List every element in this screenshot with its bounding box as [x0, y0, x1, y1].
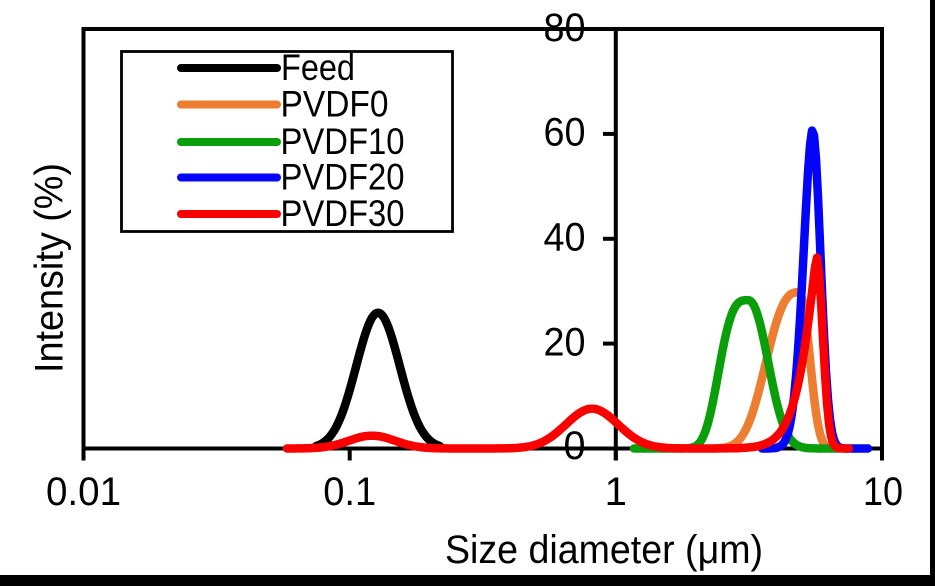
svg-text:20: 20: [544, 321, 586, 365]
svg-text:0: 0: [564, 424, 586, 468]
svg-text:Intensity (%): Intensity (%): [28, 163, 72, 373]
svg-text:80: 80: [544, 6, 586, 50]
svg-text:1: 1: [605, 470, 627, 514]
svg-text:PVDF0: PVDF0: [281, 83, 389, 124]
svg-text:60: 60: [544, 111, 586, 155]
svg-text:PVDF10: PVDF10: [281, 121, 405, 162]
svg-text:PVDF20: PVDF20: [281, 156, 405, 197]
svg-text:PVDF30: PVDF30: [281, 193, 405, 234]
svg-text:40: 40: [544, 216, 586, 260]
svg-text:Feed: Feed: [281, 47, 355, 88]
svg-text:10: 10: [863, 470, 903, 514]
svg-text:Size diameter (μm): Size diameter (μm): [445, 528, 763, 572]
svg-text:0.01: 0.01: [46, 470, 121, 514]
svg-text:0.1: 0.1: [323, 470, 376, 514]
